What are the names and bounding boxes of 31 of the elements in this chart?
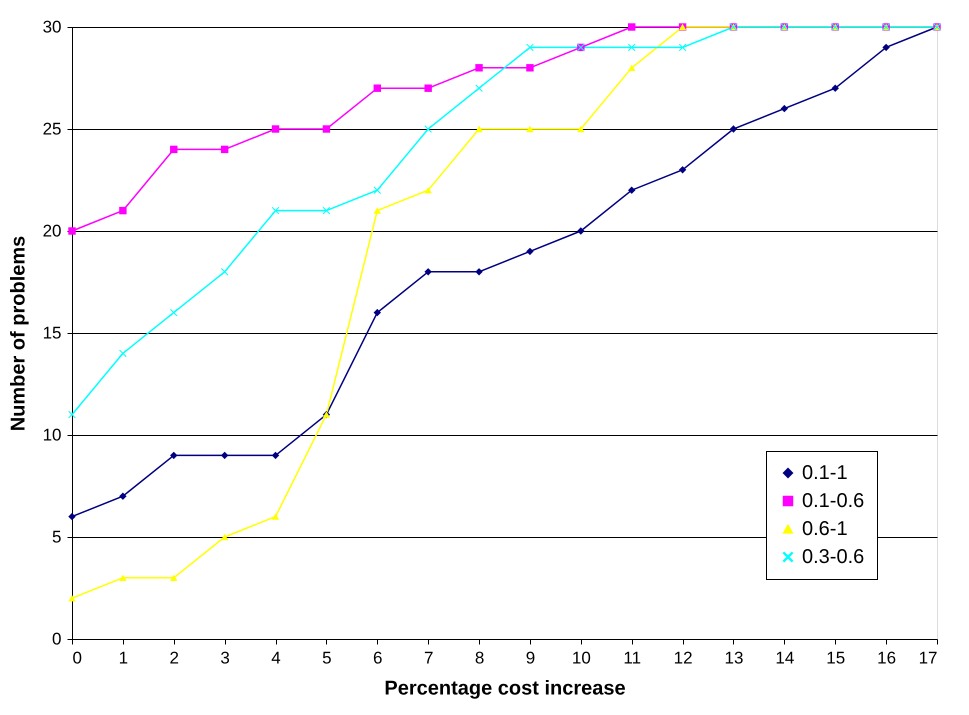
y-tick-label: 25	[42, 120, 62, 138]
x-tick-label: 2	[170, 648, 179, 668]
x-tick-label: 15	[826, 648, 846, 668]
x-tick-label: 0	[72, 648, 82, 668]
x-tick-label: 7	[424, 648, 434, 668]
x-tick-label: 16	[877, 648, 896, 668]
x-tick-label: 3	[220, 648, 230, 668]
x-tick-label: 11	[623, 648, 642, 668]
x-tick-label: 12	[674, 648, 693, 668]
x-tick-label: 6	[373, 648, 383, 668]
y-tick-label: 5	[52, 528, 62, 546]
legend-label: 0.1-1	[802, 462, 848, 484]
y-tick-label: 0	[52, 630, 62, 648]
x-tick-label: 1	[118, 648, 128, 668]
legend-label: 0.6-1	[802, 518, 848, 540]
x-tick-label: 14	[775, 648, 794, 668]
y-tick-label: 15	[42, 324, 62, 342]
x-tick-label: 5	[322, 648, 332, 668]
x-tick-label: 10	[572, 648, 591, 668]
x-tick-label: 8	[474, 648, 484, 668]
x-tick-label: 17	[918, 648, 938, 668]
x-tick-label: 13	[724, 648, 744, 668]
y-tick-label: 10	[42, 426, 62, 444]
x-tick-label: 9	[526, 648, 536, 668]
y-axis-title: Number of problems	[8, 236, 30, 432]
legend-label: 0.3-0.6	[802, 546, 864, 568]
y-tick-label: 30	[42, 18, 62, 36]
x-axis-title: Percentage cost increase	[384, 678, 626, 700]
x-tick-label: 4	[271, 648, 281, 668]
y-tick-label: 20	[42, 222, 62, 240]
legend-label: 0.1-0.6	[802, 490, 864, 512]
